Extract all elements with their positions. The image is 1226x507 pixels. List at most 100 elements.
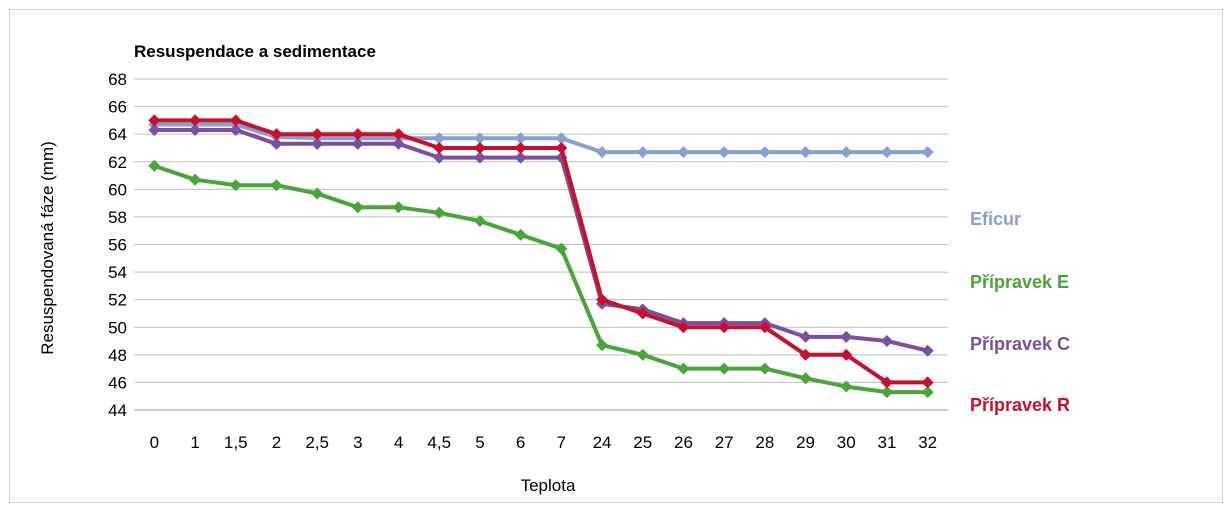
data-point-marker (189, 124, 202, 137)
data-point-marker (880, 146, 893, 159)
data-point-marker (473, 215, 486, 228)
data-point-marker (311, 128, 324, 141)
data-point-marker (636, 307, 649, 320)
x-tick-label: 30 (837, 433, 856, 452)
y-tick-label: 54 (108, 263, 127, 282)
x-tick-label: 1 (190, 433, 199, 452)
series-line (154, 128, 929, 353)
x-tick-label: 24 (593, 433, 612, 452)
series-přípravek-c (148, 124, 934, 357)
data-point-marker (636, 146, 649, 159)
data-point-marker (229, 114, 242, 127)
legend-entry: Přípravek C (970, 334, 1070, 354)
data-point-marker (880, 376, 893, 389)
y-tick-label: 68 (108, 70, 127, 89)
data-point-marker (392, 128, 405, 141)
x-tick-label: 25 (633, 433, 652, 452)
y-tick-label: 46 (108, 373, 127, 392)
data-point-marker (351, 128, 364, 141)
series-přípravek-e (148, 159, 934, 399)
data-point-marker (880, 335, 893, 348)
data-point-marker (921, 146, 934, 159)
x-tick-label: 3 (353, 433, 362, 452)
x-tick-label: 32 (918, 433, 937, 452)
data-point-marker (677, 146, 690, 159)
data-point-marker (718, 362, 731, 375)
data-point-marker (473, 151, 486, 164)
data-point-marker (148, 159, 161, 172)
data-point-marker (189, 173, 202, 186)
x-tick-label: 29 (796, 433, 815, 452)
data-point-marker (514, 132, 527, 145)
y-tick-label: 48 (108, 346, 127, 365)
y-tick-label: 58 (108, 208, 127, 227)
data-point-marker (473, 141, 486, 154)
x-tick-label: 7 (557, 433, 566, 452)
x-axis-label: Teplota (521, 476, 576, 495)
data-point-marker (270, 128, 283, 141)
data-point-marker (433, 151, 446, 164)
series-lines (148, 114, 934, 399)
data-point-marker (473, 132, 486, 145)
x-tick-label: 28 (755, 433, 774, 452)
data-point-marker (351, 137, 364, 150)
data-point-marker (758, 362, 771, 375)
data-point-marker (148, 124, 161, 137)
data-point-marker (718, 146, 731, 159)
data-point-marker (433, 141, 446, 154)
data-point-marker (799, 348, 812, 361)
data-point-marker (514, 151, 527, 164)
y-tick-label: 64 (108, 125, 127, 144)
chart-title: Resuspendace a sedimentace (134, 42, 376, 61)
data-point-marker (799, 330, 812, 343)
series-přípravek-r (148, 114, 934, 389)
x-tick-label: 6 (516, 433, 525, 452)
data-point-marker (392, 201, 405, 214)
x-tick-label: 0 (150, 433, 159, 452)
data-point-marker (677, 321, 690, 334)
data-point-marker (189, 114, 202, 127)
data-point-marker (351, 201, 364, 214)
data-point-marker (311, 187, 324, 200)
data-point-marker (555, 132, 568, 145)
data-point-marker (921, 376, 934, 389)
data-point-marker (229, 124, 242, 137)
y-tick-label: 52 (108, 291, 127, 310)
data-point-marker (840, 330, 853, 343)
x-tick-label: 26 (674, 433, 693, 452)
data-point-marker (880, 386, 893, 399)
y-tick-label: 66 (108, 98, 127, 117)
data-point-marker (921, 344, 934, 357)
x-tick-label: 1,5 (224, 433, 248, 452)
data-point-marker (840, 380, 853, 393)
y-tick-label: 50 (108, 318, 127, 337)
data-point-marker (392, 137, 405, 150)
y-tick-label: 62 (108, 153, 127, 172)
series-line (154, 118, 928, 385)
chart-container (9, 9, 1223, 503)
y-tick-label: 44 (108, 401, 127, 420)
series-line (154, 122, 928, 155)
data-point-marker (270, 137, 283, 150)
data-point-marker (799, 372, 812, 385)
data-point-marker (758, 321, 771, 334)
y-tick-label: 56 (108, 236, 127, 255)
legend-entry: Přípravek R (970, 395, 1070, 415)
data-point-marker (677, 362, 690, 375)
data-point-marker (270, 179, 283, 192)
x-tick-label: 2 (272, 433, 281, 452)
legend-entry: Přípravek E (970, 272, 1069, 292)
x-tick-label: 5 (475, 433, 484, 452)
series-line (153, 164, 928, 395)
x-tick-label: 4,5 (427, 433, 451, 452)
y-axis-ticks: 68 66 64 62 60 58 56 54 52 50 48 46 44 (108, 70, 127, 420)
legend: Eficur Přípravek E Přípravek C Přípravek R (970, 209, 1070, 415)
legend-entry: Eficur (970, 209, 1021, 229)
x-tick-label: 4 (394, 433, 403, 452)
data-point-marker (596, 339, 609, 352)
x-axis-ticks: 0 1 1,5 2 2,5 3 4 4,5 5 6 7 24 25 26 27 28 29 30 31 32 (150, 433, 937, 452)
data-point-marker (148, 114, 161, 127)
data-point-marker (636, 348, 649, 361)
data-point-marker (758, 146, 771, 159)
